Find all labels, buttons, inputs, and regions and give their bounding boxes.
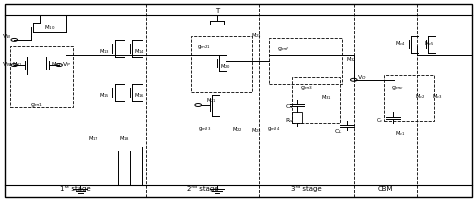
Text: C$_c$: C$_c$: [375, 116, 383, 125]
Text: M$_{c2}$: M$_{c2}$: [415, 92, 426, 101]
Bar: [384, 75, 434, 121]
Text: M$_{15}$: M$_{15}$: [99, 91, 110, 100]
Text: M$_{14}$: M$_{14}$: [134, 47, 145, 56]
Text: M$_{c5}$: M$_{c5}$: [425, 39, 435, 47]
Text: M$_{17}$: M$_{17}$: [88, 134, 99, 143]
Text: 3ʳᵈ stage: 3ʳᵈ stage: [292, 185, 322, 193]
Text: g$_{m21}$: g$_{m21}$: [197, 43, 211, 51]
Text: g$_{m3}$: g$_{m3}$: [301, 84, 313, 92]
Text: M$_{31}$: M$_{31}$: [321, 93, 332, 102]
Text: M$_{11}$: M$_{11}$: [12, 60, 23, 68]
Bar: [9, 46, 73, 107]
Text: 1ˢᵗ stage: 1ˢᵗ stage: [60, 185, 91, 193]
Text: g$_{m23}$: g$_{m23}$: [198, 125, 211, 133]
Text: C$_L$: C$_L$: [334, 127, 343, 136]
Text: M$_{18}$: M$_{18}$: [119, 134, 130, 143]
Text: M$_{10}$: M$_{10}$: [44, 23, 55, 32]
Text: V$_O$: V$_O$: [357, 73, 367, 82]
Bar: [292, 77, 340, 123]
Text: M$_{12}$: M$_{12}$: [51, 60, 62, 68]
Text: C$_s$: C$_s$: [285, 102, 293, 110]
Bar: [269, 38, 342, 84]
Text: R$_s$: R$_s$: [285, 116, 293, 125]
Text: V$_N$: V$_N$: [2, 60, 11, 68]
Text: M$_{32}$: M$_{32}$: [346, 55, 357, 64]
Text: M$_{20}$: M$_{20}$: [220, 62, 231, 71]
Text: M$_{16}$: M$_{16}$: [134, 91, 145, 100]
Text: CBM: CBM: [378, 186, 393, 192]
Text: M$_{c1}$: M$_{c1}$: [395, 129, 406, 138]
Text: M$_{c3}$: M$_{c3}$: [431, 92, 442, 101]
Text: 2ⁿᵈ stage: 2ⁿᵈ stage: [187, 185, 219, 193]
Text: g$_{m24}$: g$_{m24}$: [267, 125, 281, 133]
Text: M$_{23}$: M$_{23}$: [251, 126, 262, 135]
Text: V$_P$: V$_P$: [62, 60, 71, 68]
Bar: [292, 112, 302, 123]
Text: M$_{23}$: M$_{23}$: [251, 31, 262, 40]
Text: T: T: [215, 8, 219, 13]
Text: V$_B$: V$_B$: [2, 32, 11, 41]
Text: M$_{22}$: M$_{22}$: [232, 125, 243, 134]
Bar: [191, 36, 252, 92]
Text: g$_{m1}$: g$_{m1}$: [30, 101, 43, 109]
Text: g$_{mc}$: g$_{mc}$: [392, 84, 404, 92]
Text: M$_{21}$: M$_{21}$: [206, 96, 217, 105]
Text: M$_{c4}$: M$_{c4}$: [395, 39, 406, 47]
Text: g$_{mf}$: g$_{mf}$: [277, 45, 289, 53]
Text: M$_{13}$: M$_{13}$: [99, 47, 110, 56]
